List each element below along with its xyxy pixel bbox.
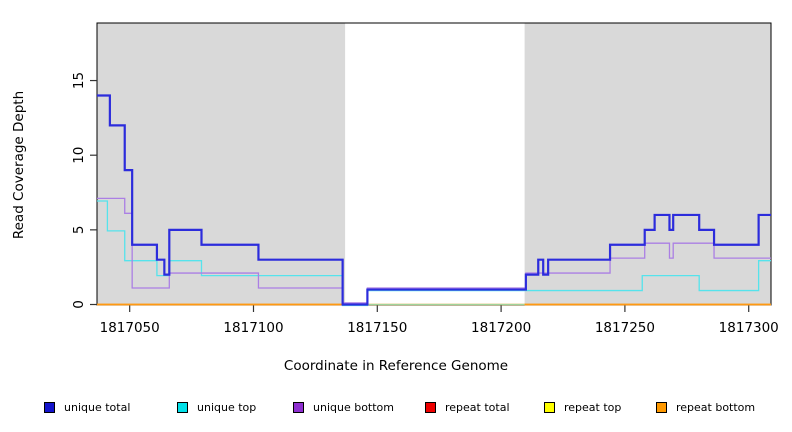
y-tick-label: 10: [71, 147, 87, 164]
legend-item: repeat total: [425, 399, 510, 415]
legend-item: unique top: [177, 399, 256, 415]
series-unique-top: [97, 200, 771, 307]
y-axis-title: Read Coverage Depth: [11, 90, 27, 240]
x-tick-label: 1817250: [595, 320, 655, 336]
series-unique-total: [97, 94, 771, 306]
shaded-region: [97, 23, 346, 305]
legend-swatch-icon: [177, 401, 188, 413]
plot-area: 1817050 1817100 1817150 1817200 1817250 18173…: [71, 22, 779, 336]
x-tick-label: 1817200: [471, 320, 531, 336]
x-tick-label: 1817300: [719, 320, 779, 336]
legend-label: unique top: [197, 400, 257, 414]
legend-item: repeat bottom: [656, 399, 755, 415]
legend-label: repeat bottom: [676, 400, 756, 414]
shaded-region: [524, 23, 771, 305]
legend-swatch-icon: [293, 401, 304, 413]
legend-label: unique total: [64, 400, 131, 414]
x-axis-title: Coordinate in Reference Genome: [283, 358, 509, 374]
x-tick-label: 1817050: [100, 320, 160, 336]
series-unique-bottom: [97, 197, 771, 304]
x-tick-label: 1817150: [347, 320, 407, 336]
legend-item: unique total: [44, 399, 130, 415]
legend-item: unique bottom: [293, 399, 394, 415]
legend-swatch-icon: [544, 401, 555, 413]
legend-label: unique bottom: [313, 400, 395, 414]
y-tick-label: 15: [71, 72, 87, 89]
legend-swatch-icon: [44, 401, 55, 413]
x-tick-label: 1817100: [223, 320, 283, 336]
legend-label: repeat top: [564, 400, 622, 414]
legend: unique total unique top unique bottom repea…: [0, 399, 792, 419]
legend-swatch-icon: [425, 401, 436, 413]
legend-swatch-icon: [656, 401, 667, 413]
y-tick-label: 0: [71, 300, 87, 309]
y-tick-label: 5: [71, 226, 87, 235]
legend-label: repeat total: [445, 400, 510, 414]
legend-item: repeat top: [544, 399, 621, 415]
